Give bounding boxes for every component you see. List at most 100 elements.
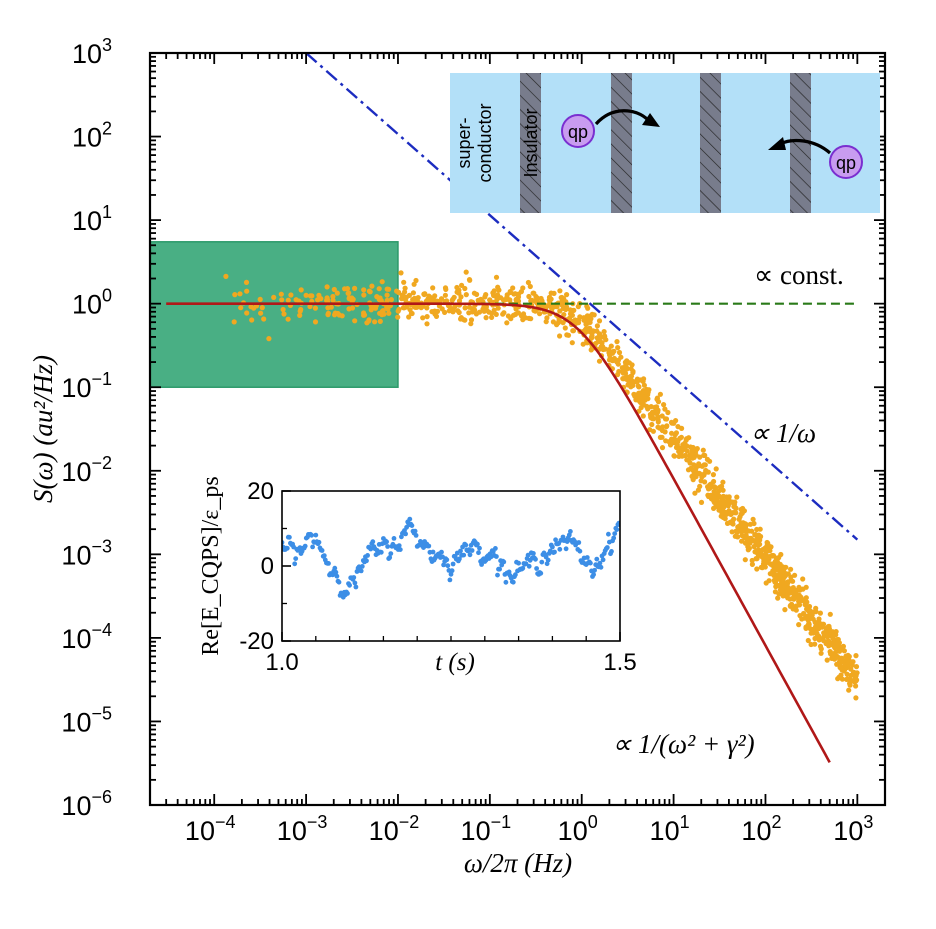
spectrum-point [510, 312, 517, 318]
inset-y-tick-label: 0 [261, 553, 274, 580]
x-tick-label: 10−3 [277, 812, 328, 846]
spectrum-point [384, 292, 390, 298]
spectrum-point [844, 657, 851, 663]
spectrum-point [368, 307, 374, 313]
spectrum-point [608, 343, 614, 349]
spectrum-point [379, 312, 385, 318]
inset-trace-point [510, 579, 516, 585]
spectrum-point [468, 317, 475, 323]
spectrum-point [824, 657, 830, 663]
inset-trace-point [592, 567, 597, 573]
inset-trace-point [497, 566, 502, 572]
spectrum-point [396, 306, 402, 312]
spectrum-point [663, 438, 669, 444]
spectrum-point [444, 298, 450, 304]
spectrum-point [487, 297, 493, 303]
inset-trace-point [310, 544, 315, 550]
inset-trace-point [353, 584, 359, 590]
inset-trace-point [506, 569, 512, 575]
spectrum-point [780, 578, 786, 584]
inset-trace-point [316, 539, 322, 545]
spectrum-point [848, 666, 854, 672]
inset-trace-point [469, 548, 475, 553]
inset-trace-point [413, 533, 419, 538]
spectrum-point [297, 312, 303, 318]
spectrum-point [551, 304, 557, 310]
spectrum-point [707, 458, 713, 464]
spectrum-point [596, 358, 603, 364]
spectrum-point [756, 541, 762, 548]
spectrum-point [808, 641, 814, 648]
spectrum-point [785, 585, 792, 591]
spectrum-point [366, 288, 372, 294]
inset-trace-point [563, 546, 569, 552]
spectrum-point [466, 310, 472, 316]
spectrum-point [684, 448, 690, 454]
spectrum-point [702, 452, 708, 458]
spectrum-point [637, 377, 644, 383]
spectrum-point [796, 622, 802, 628]
inset-trace-point [531, 551, 536, 556]
spectrum-point [614, 339, 620, 345]
inset-trace-point [494, 554, 499, 559]
inset-trace-point [347, 582, 352, 588]
spectrum-point [449, 297, 455, 303]
inset-trace-point [358, 568, 364, 574]
spectrum-point [410, 297, 417, 303]
spectrum-point [232, 292, 238, 298]
spectrum-point [741, 508, 748, 514]
spectrum-point [775, 595, 781, 601]
inset-trace-point [467, 552, 473, 558]
spectrum-point [764, 539, 770, 546]
spectrum-point [231, 319, 237, 325]
spectrum-point [838, 663, 844, 670]
inset-trace-point [476, 550, 481, 556]
inset-trace-point [378, 549, 384, 555]
barrier-3-hatch [700, 73, 721, 213]
spectrum-point [244, 288, 250, 294]
spectrum-point [581, 315, 588, 321]
spectrum-point [790, 606, 796, 612]
spectrum-point [424, 314, 430, 320]
spectrum-point [345, 290, 351, 296]
spectrum-point [561, 312, 567, 318]
spectrum-point [778, 586, 784, 593]
spectrum-point [569, 312, 576, 318]
spectrum-point [386, 310, 392, 316]
spectrum-point [452, 304, 458, 310]
spectrum-point [830, 632, 836, 638]
spectrum-point [309, 293, 315, 299]
spectrum-point [639, 393, 646, 399]
spectrum-point [587, 318, 593, 324]
spectrum-point [817, 643, 824, 649]
spectrum-point [847, 676, 853, 682]
spectrum-point [594, 328, 600, 334]
spectrum-point [332, 310, 338, 316]
spectrum-point [330, 293, 336, 300]
inset-trace-point [501, 559, 507, 565]
inset-trace-point [568, 529, 573, 534]
spectrum-point [567, 307, 573, 313]
spectrum-point [697, 471, 703, 477]
spectrum-point [611, 348, 617, 354]
spectrum-point [244, 310, 250, 316]
spectrum-point [474, 291, 480, 297]
spectrum-point [699, 463, 705, 469]
spectrum-point [458, 294, 464, 300]
x-axis-label: ω/2π (Hz) [464, 848, 572, 878]
inset-trace-point [495, 572, 500, 578]
time-trace-inset: 1.0 1.5 20 0 -20 t (s) Re[E_CQPS]/ε_ps [198, 476, 637, 676]
spectrum-point [728, 520, 734, 526]
inset-trace-point [612, 531, 618, 536]
spectrum-point [827, 611, 833, 617]
spectrum-point [496, 287, 502, 293]
spectrum-point [803, 595, 809, 601]
inset-trace-point [545, 557, 551, 563]
spectrum-point [816, 616, 822, 622]
spectrum-point [401, 279, 407, 285]
superconductor-label-line1: super- [454, 117, 474, 168]
lorentzian-line [166, 302, 831, 763]
spectrum-point [637, 398, 643, 404]
inset-trace-point [479, 562, 484, 567]
spectrum-point [803, 624, 809, 630]
